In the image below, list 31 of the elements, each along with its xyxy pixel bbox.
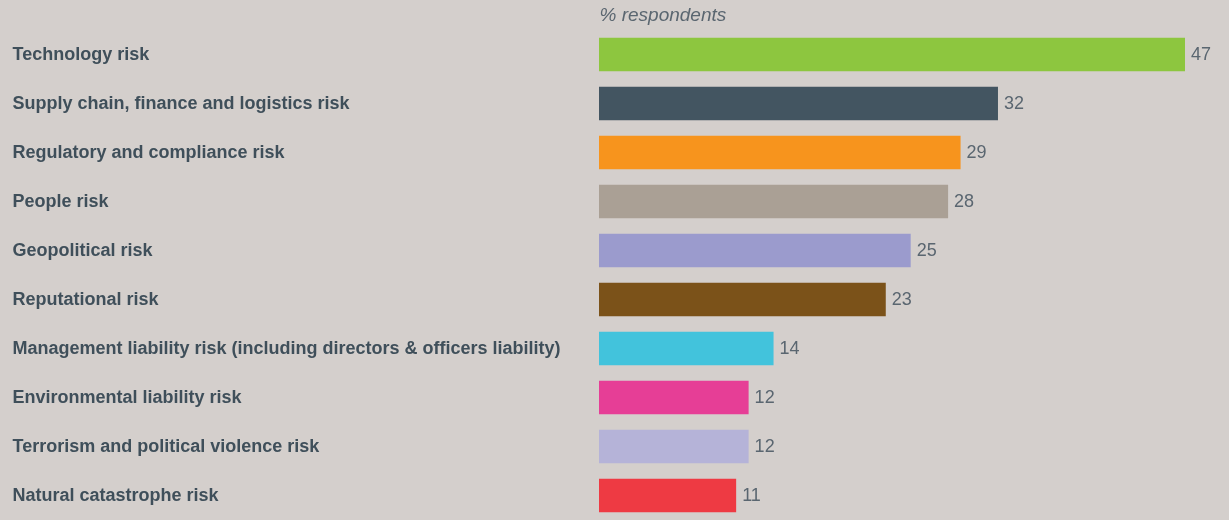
y-tick-label: Technology risk	[12, 43, 151, 64]
bar	[599, 37, 1185, 72]
bar	[599, 86, 998, 121]
y-tick-label: Geopolitical risk	[12, 239, 154, 260]
data-label: 14	[779, 337, 800, 358]
y-tick-label: Environmental liability risk	[12, 386, 243, 407]
bar	[599, 478, 737, 513]
y-tick-label: Natural catastrophe risk	[12, 484, 220, 505]
y-tick-label: People risk	[12, 190, 110, 211]
bar	[599, 233, 911, 268]
bar	[599, 331, 774, 366]
y-tick-label: Reputational risk	[12, 288, 160, 309]
data-label: 12	[754, 386, 775, 407]
bar	[599, 135, 961, 170]
x-axis-title: % respondents	[599, 3, 727, 25]
y-tick-label: Management liability risk (including directors & officers liability)	[12, 337, 561, 358]
y-tick-label: Terrorism and political violence risk	[12, 435, 321, 456]
data-label: 29	[966, 141, 987, 162]
data-label: 11	[742, 484, 761, 505]
data-label: 47	[1191, 43, 1212, 64]
y-tick-label: Supply chain, finance and logistics risk	[12, 92, 351, 113]
bar	[599, 380, 749, 415]
bar	[599, 184, 949, 219]
data-label: 25	[916, 239, 937, 260]
data-label: 28	[954, 190, 975, 211]
data-label: 12	[754, 435, 775, 456]
data-label: 32	[1003, 92, 1025, 113]
bar	[599, 429, 749, 464]
bar	[599, 282, 886, 317]
data-label: 23	[891, 288, 912, 309]
y-tick-label: Regulatory and compliance risk	[12, 141, 286, 162]
